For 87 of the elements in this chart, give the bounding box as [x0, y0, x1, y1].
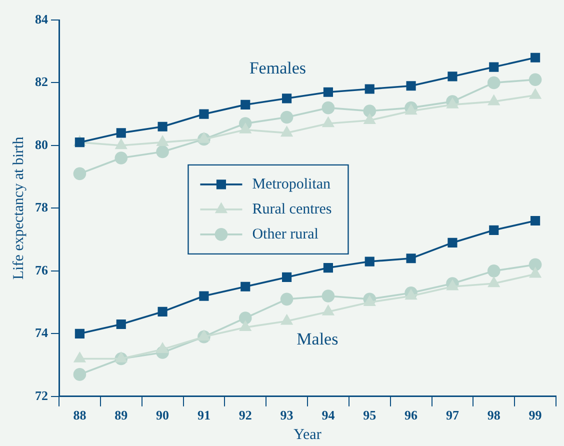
- point: [489, 225, 499, 235]
- point: [530, 216, 540, 226]
- point: [322, 290, 335, 302]
- point: [156, 145, 169, 158]
- point: [116, 128, 126, 138]
- point: [364, 296, 376, 306]
- x-tick-label: 92: [238, 408, 252, 423]
- point: [406, 254, 416, 264]
- x-tick-label: 96: [404, 408, 418, 423]
- x-tick-label: 91: [197, 408, 210, 423]
- y-tick-label: 84: [35, 11, 48, 26]
- point: [530, 52, 540, 62]
- point: [448, 238, 458, 248]
- x-tick-label: 97: [446, 408, 460, 423]
- annotation: Males: [296, 329, 338, 348]
- point: [158, 122, 168, 132]
- x-tick-label: 94: [322, 408, 336, 423]
- y-tick-label: 82: [35, 74, 48, 90]
- point: [488, 95, 500, 106]
- point: [116, 319, 126, 330]
- annotation: Females: [249, 58, 306, 78]
- x-tick-label: 90: [156, 408, 170, 423]
- x-tick-label: 93: [280, 408, 294, 423]
- point: [240, 320, 252, 332]
- point: [114, 152, 128, 164]
- point: [448, 72, 458, 82]
- point: [405, 290, 417, 300]
- y-tick-label: 80: [35, 136, 48, 152]
- x-tick-label: 89: [114, 408, 128, 423]
- point: [530, 268, 541, 278]
- point: [528, 258, 542, 272]
- point: [115, 352, 127, 362]
- point: [406, 81, 416, 91]
- point: [240, 100, 250, 110]
- y-tick-label: 76: [35, 262, 48, 278]
- legend-label: Other rural: [252, 226, 318, 242]
- point: [199, 109, 209, 119]
- x-tick-label: 95: [363, 408, 377, 423]
- y-axis-title: Life expectancy at birth: [10, 136, 27, 280]
- point: [199, 291, 209, 301]
- point: [282, 272, 292, 282]
- point: [156, 342, 168, 353]
- point: [282, 94, 292, 104]
- point: [528, 73, 542, 86]
- point: [74, 138, 84, 148]
- point: [364, 256, 374, 266]
- point: [73, 368, 86, 381]
- point: [281, 314, 292, 325]
- point: [322, 117, 334, 128]
- point: [74, 352, 86, 362]
- point: [158, 306, 168, 316]
- point: [446, 280, 458, 290]
- point: [487, 264, 500, 278]
- point: [488, 277, 500, 288]
- point: [115, 139, 127, 150]
- legend-label: Metropolitan: [252, 176, 332, 192]
- point: [363, 104, 376, 118]
- y-tick-label: 74: [35, 325, 48, 340]
- point: [73, 167, 86, 180]
- point: [364, 114, 376, 124]
- point: [322, 305, 334, 316]
- point: [240, 123, 252, 134]
- point: [240, 282, 250, 292]
- point: [238, 312, 252, 324]
- point: [322, 101, 335, 114]
- point: [156, 136, 168, 146]
- point: [489, 62, 499, 72]
- point: [405, 104, 417, 115]
- point: [198, 330, 210, 340]
- x-tick-label: 99: [528, 408, 542, 423]
- x-axis-title: Year: [294, 426, 322, 443]
- x-tick-label: 98: [487, 408, 501, 423]
- point: [281, 126, 292, 137]
- point: [323, 263, 333, 273]
- point: [280, 110, 294, 124]
- x-tick-label: 88: [73, 408, 87, 423]
- legend-label: Rural centres: [252, 201, 332, 218]
- y-tick-label: 72: [35, 388, 48, 403]
- y-tick-label: 78: [35, 200, 48, 215]
- point: [323, 87, 333, 97]
- point: [446, 98, 458, 108]
- point: [530, 88, 541, 99]
- point: [487, 76, 500, 90]
- point: [280, 292, 294, 306]
- point: [198, 132, 210, 143]
- point: [364, 84, 374, 94]
- point: [74, 328, 84, 338]
